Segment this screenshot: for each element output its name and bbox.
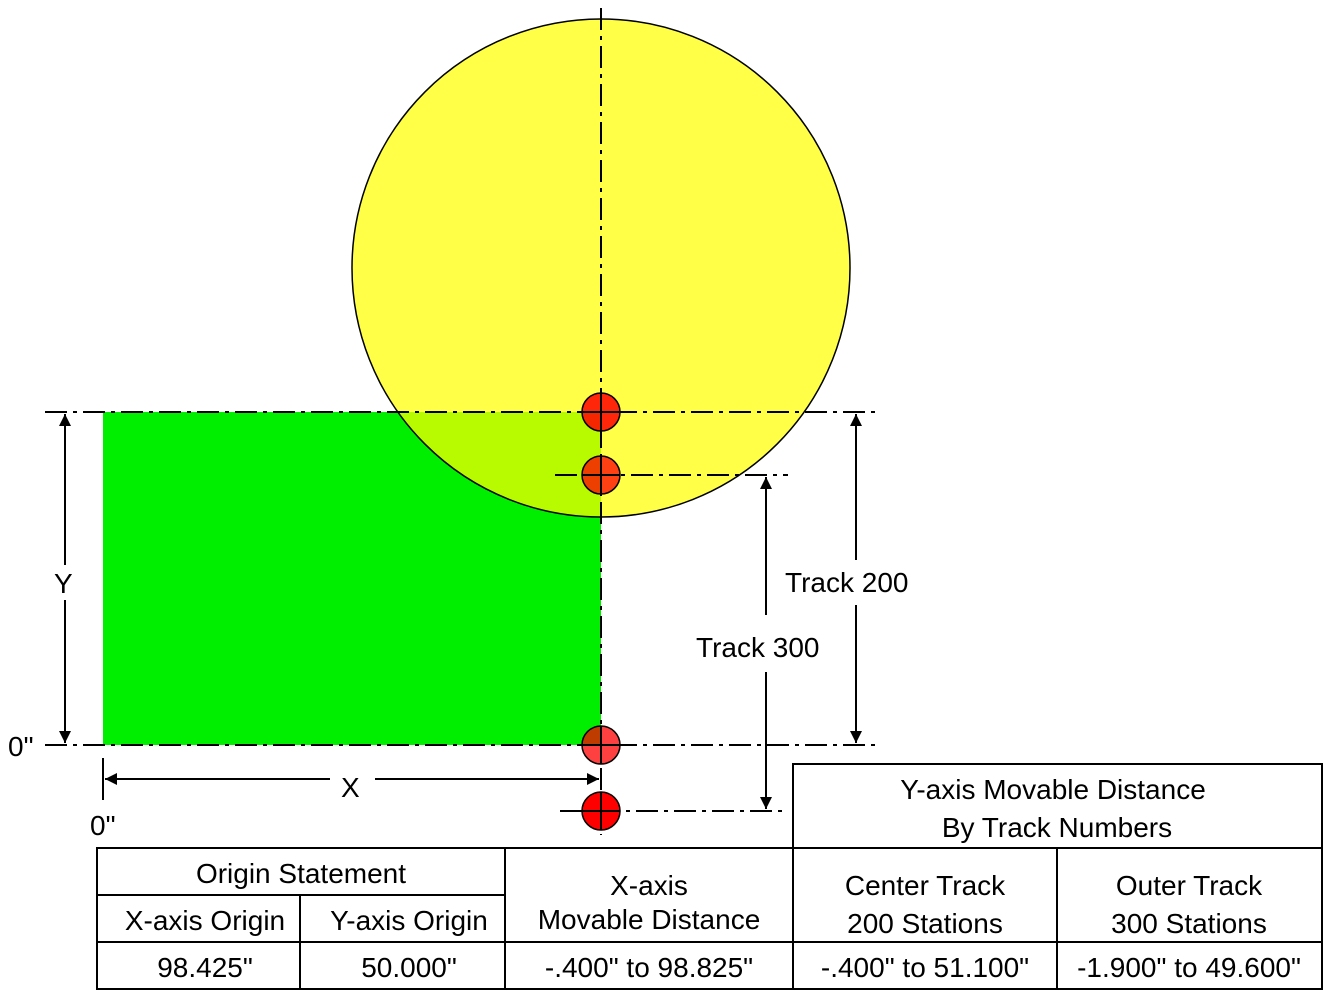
table-main-box — [96, 847, 1323, 990]
zero-bottom-label: 0" — [90, 810, 116, 841]
y-label: Y — [54, 568, 73, 599]
station-marker-track-200 — [581, 455, 621, 495]
outer-track-header-line1: Outer Track — [1116, 870, 1263, 901]
center-track-value: -.400" to 51.100" — [821, 952, 1029, 983]
station-marker-bottom — [581, 725, 621, 765]
x-movable-header-line1: X-axis — [610, 870, 688, 901]
x-axis-origin-header: X-axis Origin — [125, 905, 285, 936]
origin-statement-header: Origin Statement — [196, 858, 406, 889]
zero-left-label: 0" — [8, 731, 34, 762]
station-marker-track-300 — [581, 791, 621, 831]
specs-table — [96, 763, 1323, 990]
track-300-label: Track 300 — [696, 632, 819, 663]
y-origin-value: 50.000" — [361, 952, 457, 983]
center-track-header-line2: 200 Stations — [847, 908, 1003, 939]
x-origin-value: 98.425" — [157, 952, 253, 983]
outer-track-value: -1.900" to 49.600" — [1077, 952, 1301, 983]
x-movable-header-line2: Movable Distance — [538, 904, 761, 935]
track-200-label: Track 200 — [785, 567, 908, 598]
y-axis-origin-header: Y-axis Origin — [330, 905, 488, 936]
center-track-header-line1: Center Track — [845, 870, 1006, 901]
x-label: X — [341, 772, 360, 803]
y-movable-header-line2: By Track Numbers — [942, 812, 1172, 843]
x-movable-value: -.400" to 98.825" — [545, 952, 753, 983]
y-movable-header-line1: Y-axis Movable Distance — [900, 774, 1206, 805]
outer-track-header-line2: 300 Stations — [1111, 908, 1267, 939]
station-marker-top — [581, 392, 621, 432]
